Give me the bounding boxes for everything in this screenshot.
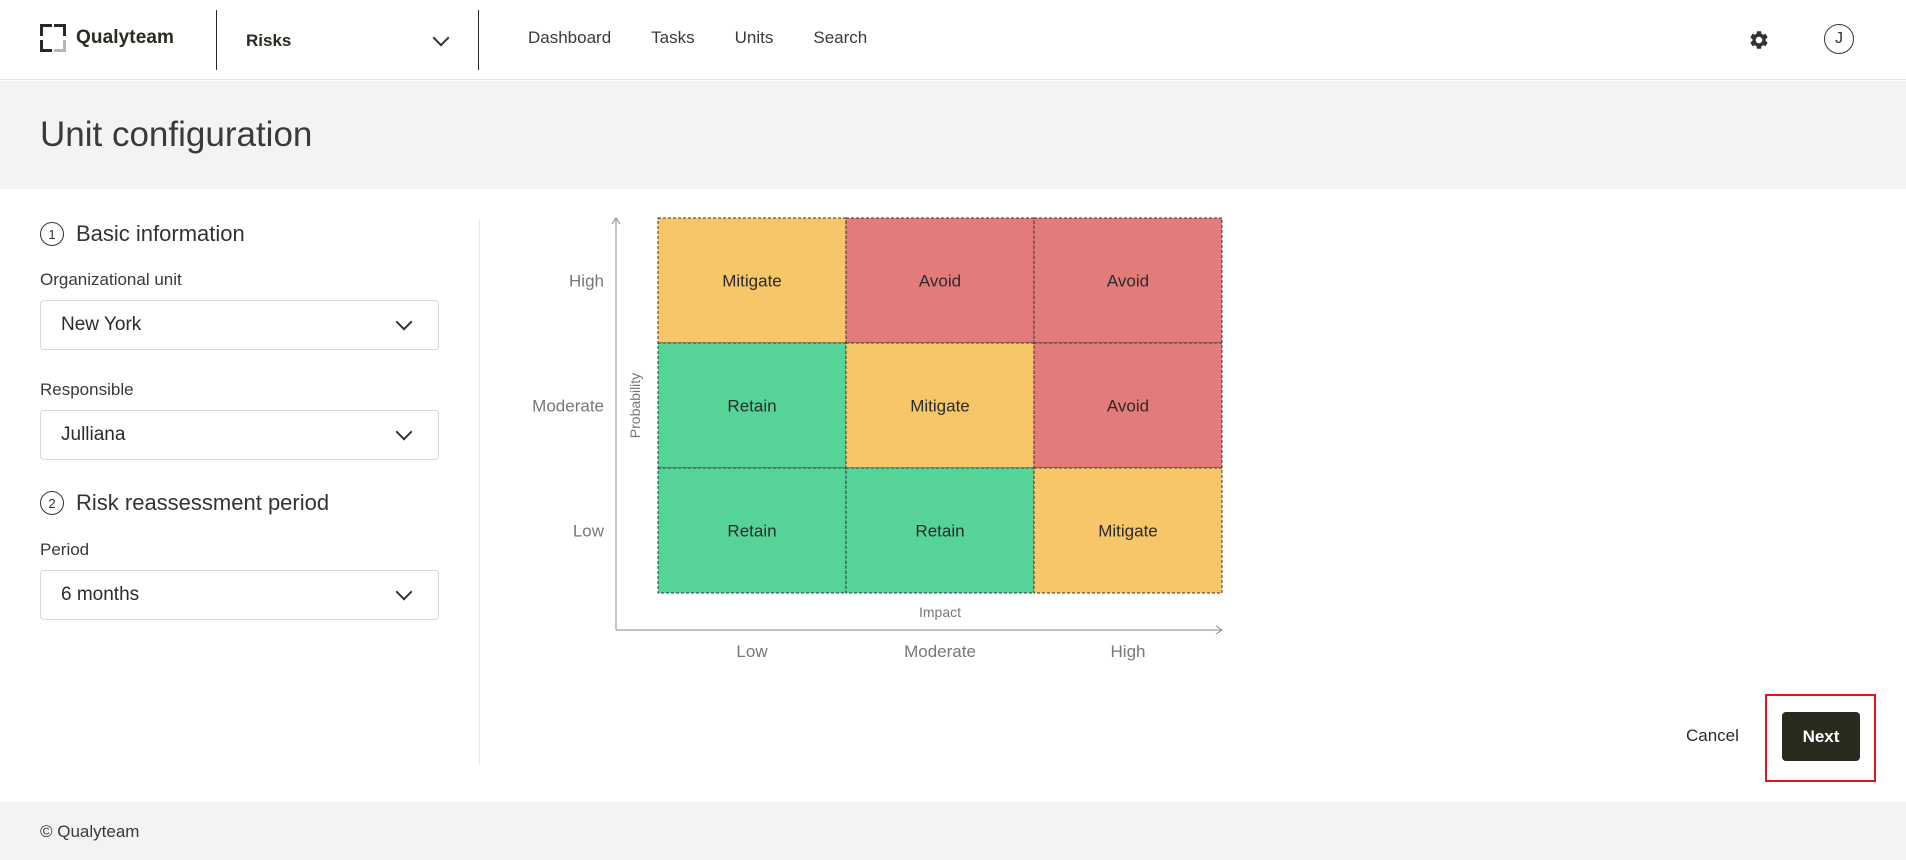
- next-button-highlight: [1765, 694, 1876, 782]
- nav-units[interactable]: Units: [734, 28, 774, 47]
- y-axis-title: Probability: [627, 373, 643, 438]
- period-select[interactable]: 6 months: [40, 570, 439, 620]
- responsible-select[interactable]: Julliana: [40, 410, 439, 460]
- header-divider: [478, 10, 479, 70]
- risk-matrix: Mitigate Avoid Avoid Retain Mitigate Avoid Ret…: [532, 217, 1223, 661]
- section-basic-information: 1 Basic information: [40, 221, 245, 247]
- footer: © Qualyteam: [0, 802, 1906, 860]
- page-header: Unit configuration: [0, 81, 1906, 189]
- matrix-cell: [845, 467, 1035, 594]
- header-divider: [216, 10, 217, 70]
- gear-icon[interactable]: [1748, 29, 1770, 51]
- module-selector-label: Risks: [246, 31, 292, 50]
- matrix-cell: [1033, 467, 1223, 594]
- x-tick-label: Low: [736, 642, 768, 661]
- panel-divider: [479, 220, 480, 764]
- y-tick-label: High: [569, 272, 604, 291]
- matrix-cell-label: Retain: [727, 522, 776, 541]
- module-selector[interactable]: Risks: [217, 22, 450, 60]
- matrix-cell: [657, 467, 847, 594]
- top-bar: Qualyteam Risks Dashboard Tasks Units Se…: [0, 0, 1906, 80]
- matrix-cell-label: Mitigate: [722, 272, 782, 291]
- matrix-cell: [657, 342, 847, 469]
- y-axis-arrow-icon: [611, 217, 621, 225]
- chevron-down-icon: [395, 583, 413, 601]
- cancel-button[interactable]: Cancel: [1680, 718, 1745, 754]
- matrix-cell-label: Mitigate: [1098, 522, 1158, 541]
- organizational-unit-value: New York: [61, 314, 142, 335]
- section-title: Risk reassessment period: [76, 490, 330, 515]
- matrix-cell-label: Mitigate: [910, 397, 970, 416]
- matrix-cell-label: Avoid: [1107, 397, 1149, 416]
- organizational-unit-select[interactable]: New York: [40, 300, 439, 350]
- nav-tasks[interactable]: Tasks: [651, 28, 695, 47]
- next-button[interactable]: Next: [1782, 712, 1860, 761]
- responsible-value: Julliana: [61, 424, 126, 445]
- copyright-text: © Qualyteam: [40, 822, 140, 841]
- user-avatar[interactable]: J: [1824, 24, 1854, 54]
- step-number: 2: [40, 491, 64, 515]
- period-value: 6 months: [61, 584, 140, 605]
- matrix-cell: [845, 217, 1035, 344]
- y-tick-label: Moderate: [532, 397, 604, 416]
- matrix-cell: [657, 217, 847, 344]
- section-risk-reassessment-period: 2 Risk reassessment period: [40, 490, 329, 516]
- page-title: Unit configuration: [40, 115, 313, 154]
- main-nav: Dashboard Tasks Units Search: [528, 28, 867, 48]
- y-tick-label: Low: [573, 522, 605, 541]
- matrix-cell-label: Retain: [915, 522, 964, 541]
- step-number: 1: [40, 222, 64, 246]
- qualyteam-logo-icon: [40, 24, 66, 52]
- matrix-cell-label: Avoid: [1107, 272, 1149, 291]
- chevron-down-icon: [395, 423, 413, 441]
- x-tick-label: High: [1111, 642, 1146, 661]
- nav-search[interactable]: Search: [813, 28, 868, 47]
- x-axis-title: Impact: [919, 604, 961, 620]
- brand-name: Qualyteam: [76, 27, 175, 48]
- chevron-down-icon: [432, 29, 450, 47]
- matrix-cell: [1033, 342, 1223, 469]
- x-tick-label: Moderate: [904, 642, 976, 661]
- nav-dashboard[interactable]: Dashboard: [528, 28, 612, 47]
- responsible-label: Responsible: [40, 380, 134, 399]
- brand-logo[interactable]: Qualyteam: [40, 24, 174, 52]
- matrix-cell-label: Retain: [727, 397, 776, 416]
- matrix-cell-label: Avoid: [919, 272, 961, 291]
- section-title: Basic information: [76, 221, 245, 246]
- x-axis-arrow-icon: [1215, 625, 1223, 635]
- period-label: Period: [40, 540, 90, 559]
- chevron-down-icon: [395, 313, 413, 331]
- organizational-unit-label: Organizational unit: [40, 270, 182, 289]
